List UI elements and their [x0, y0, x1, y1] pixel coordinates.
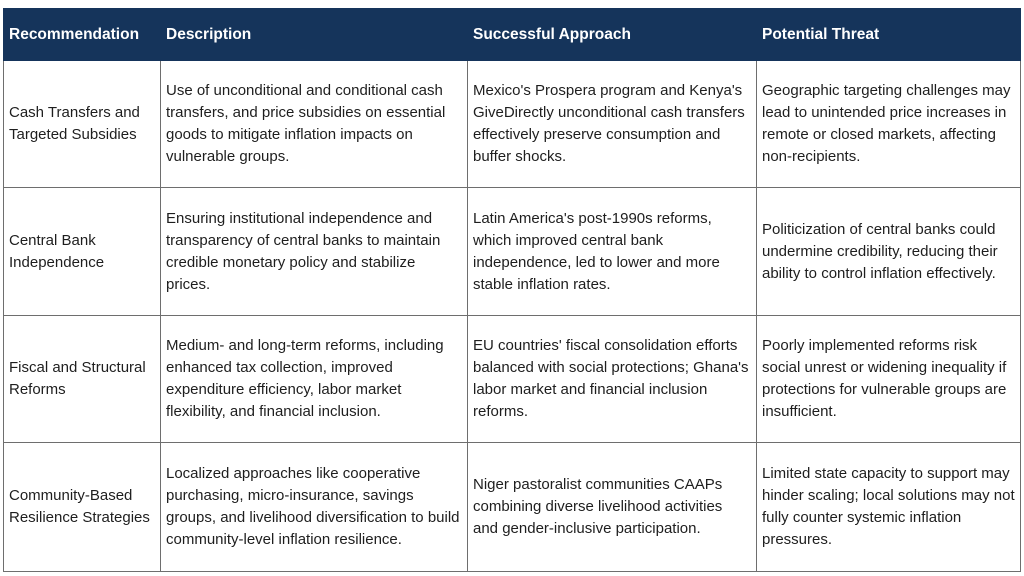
cell-successful-approach: EU countries' fiscal consolidation effor… — [467, 315, 757, 443]
recommendations-table-container: Recommendation Description Successful Ap… — [3, 8, 1021, 572]
cell-description: Localized approaches like cooperative pu… — [160, 442, 468, 572]
cell-recommendation: Cash Transfers and Targeted Subsidies — [3, 60, 161, 188]
table-row: Fiscal and Structural Reforms Medium- an… — [3, 315, 1021, 443]
table-row: Community-Based Resilience Strategies Lo… — [3, 442, 1021, 572]
header-description: Description — [160, 8, 468, 61]
cell-successful-approach: Latin America's post-1990s reforms, whic… — [467, 187, 757, 316]
cell-potential-threat: Politicization of central banks could un… — [756, 187, 1021, 316]
cell-potential-threat: Poorly implemented reforms risk social u… — [756, 315, 1021, 443]
table-row: Central Bank Independence Ensuring insti… — [3, 187, 1021, 316]
cell-description: Medium- and long-term reforms, including… — [160, 315, 468, 443]
header-recommendation: Recommendation — [3, 8, 161, 61]
table-row: Cash Transfers and Targeted Subsidies Us… — [3, 60, 1021, 188]
cell-description: Ensuring institutional independence and … — [160, 187, 468, 316]
cell-recommendation: Central Bank Independence — [3, 187, 161, 316]
cell-description: Use of unconditional and conditional cas… — [160, 60, 468, 188]
header-row: Recommendation Description Successful Ap… — [3, 8, 1021, 61]
header-successful-approach: Successful Approach — [467, 8, 757, 61]
cell-successful-approach: Mexico's Prospera program and Kenya's Gi… — [467, 60, 757, 188]
table-body: Cash Transfers and Targeted Subsidies Us… — [3, 60, 1021, 572]
cell-potential-threat: Limited state capacity to support may hi… — [756, 442, 1021, 572]
table-header: Recommendation Description Successful Ap… — [3, 8, 1021, 61]
cell-recommendation: Fiscal and Structural Reforms — [3, 315, 161, 443]
recommendations-table: Recommendation Description Successful Ap… — [3, 8, 1021, 572]
cell-potential-threat: Geographic targeting challenges may lead… — [756, 60, 1021, 188]
cell-recommendation: Community-Based Resilience Strategies — [3, 442, 161, 572]
cell-successful-approach: Niger pastoralist communities CAAPs comb… — [467, 442, 757, 572]
header-potential-threat: Potential Threat — [756, 8, 1021, 61]
